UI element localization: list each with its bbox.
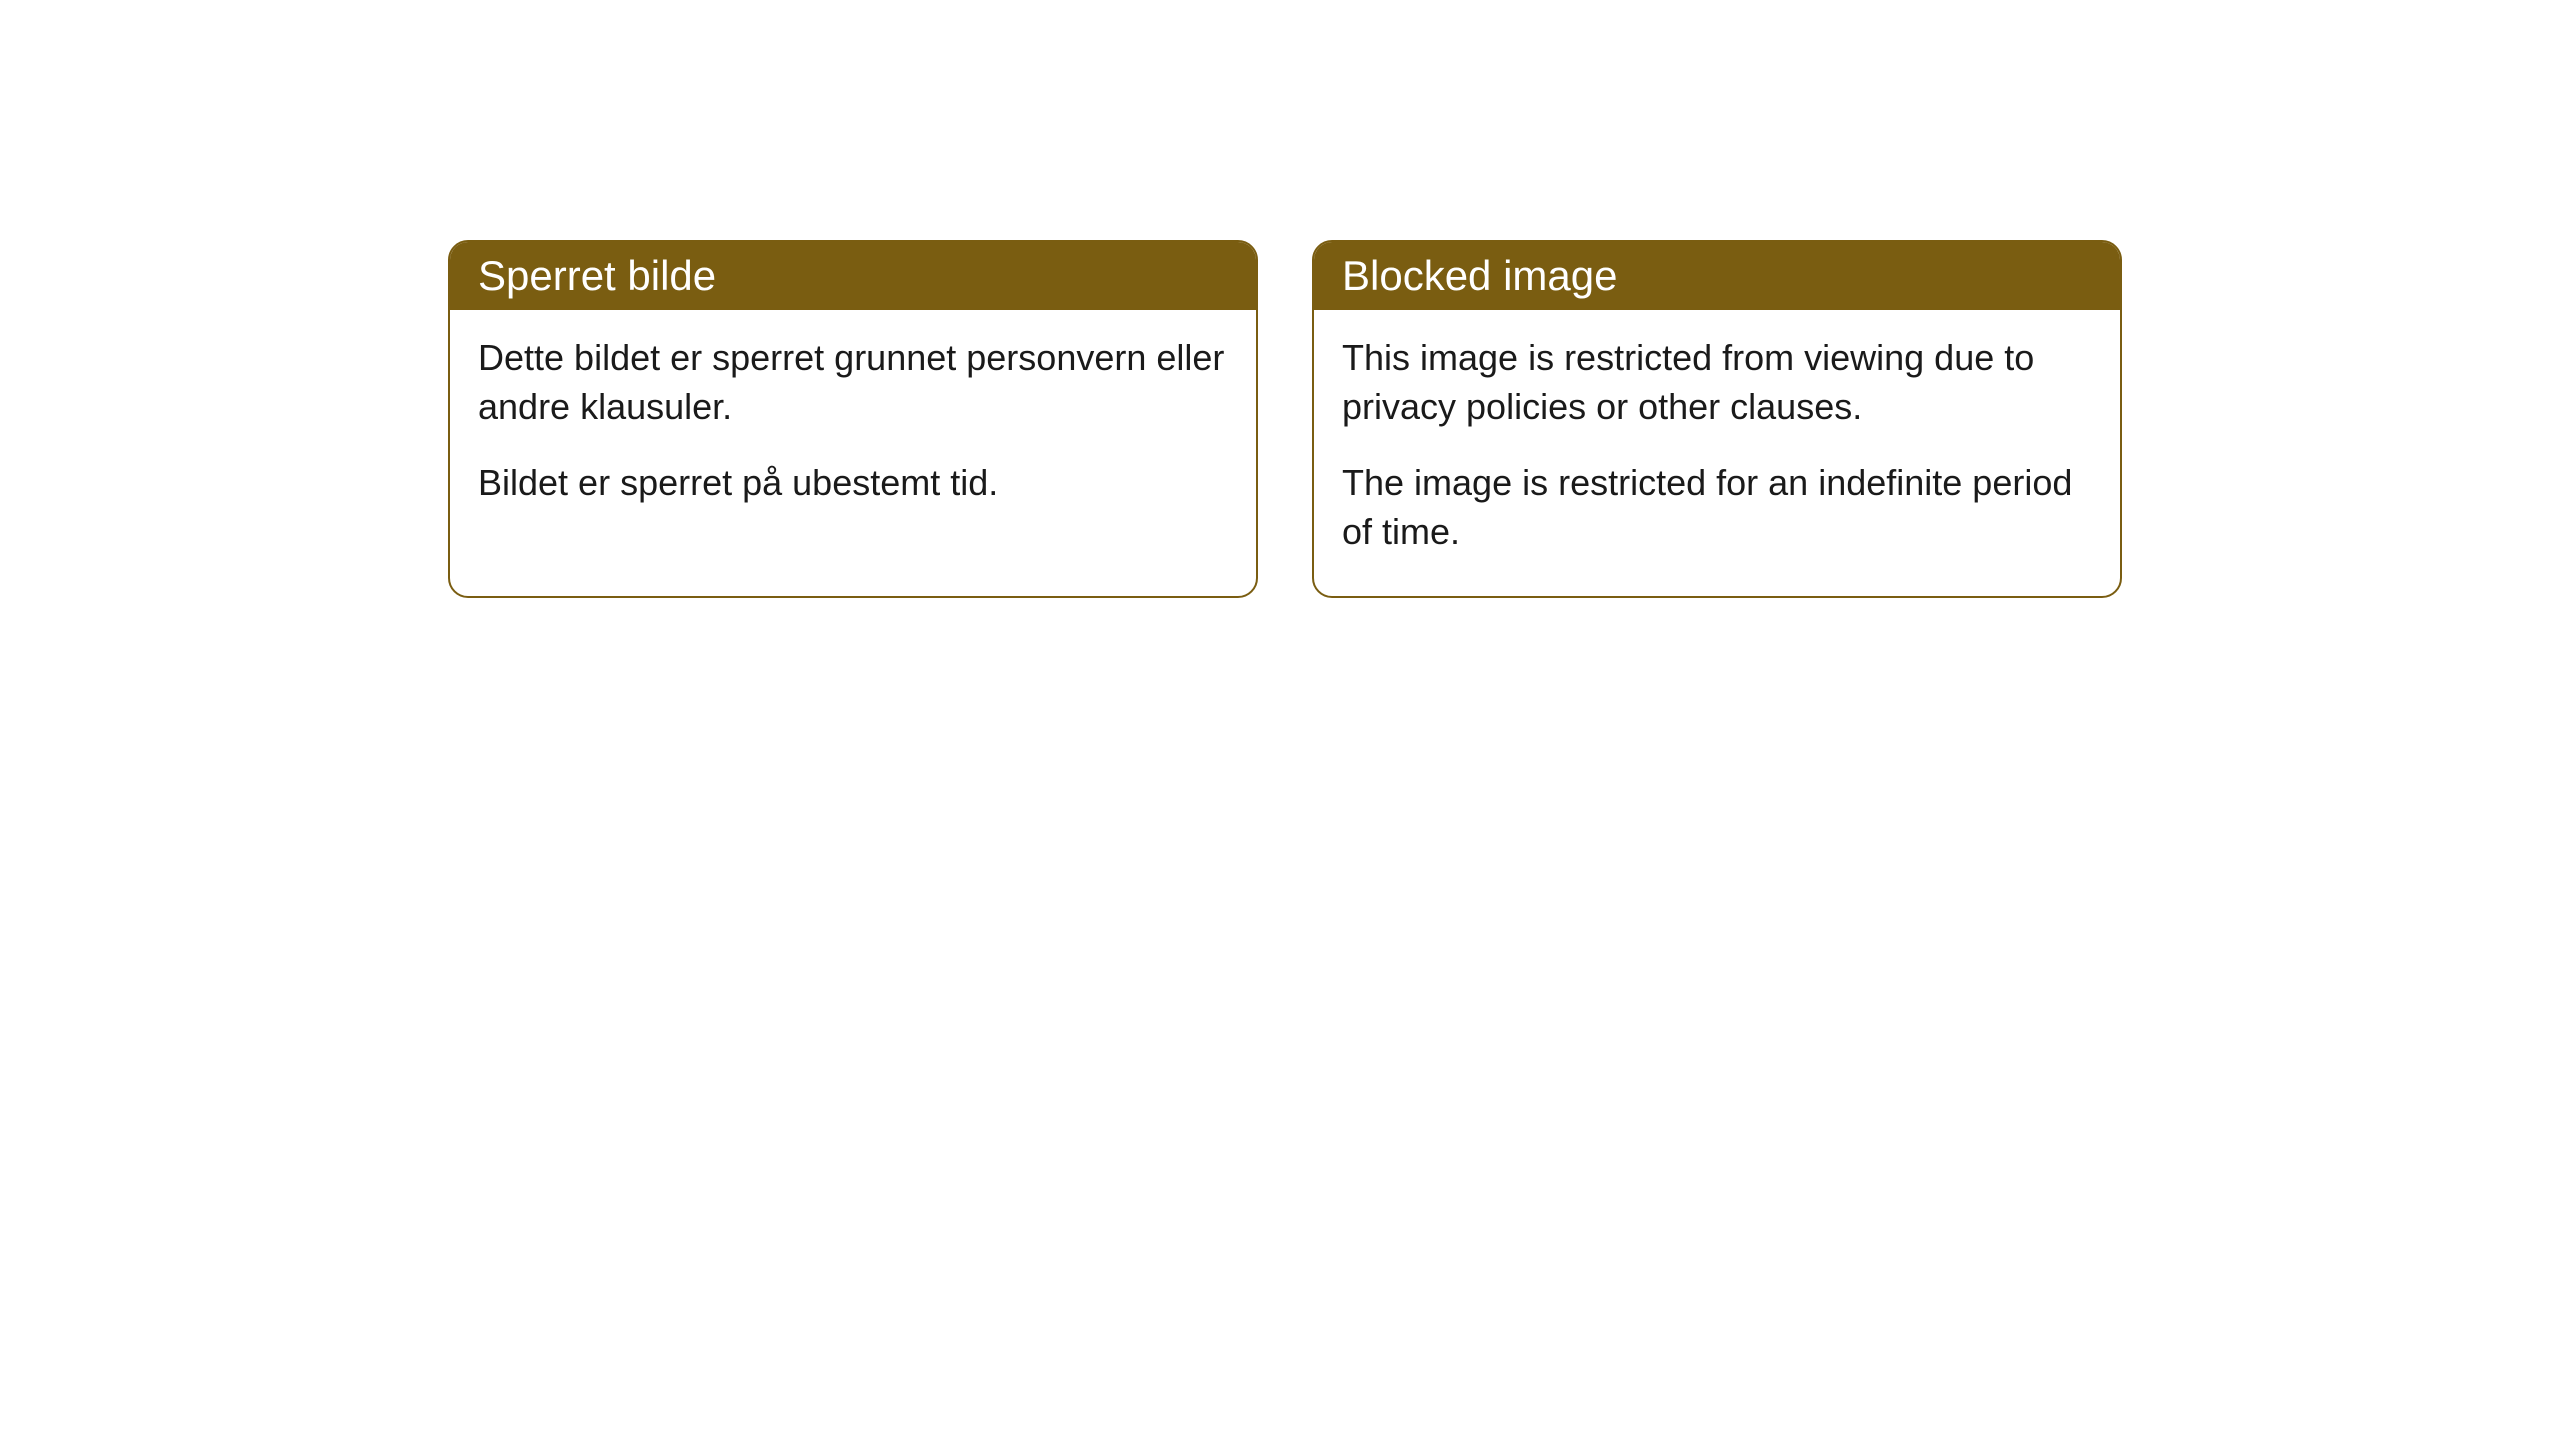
card-body: Dette bildet er sperret grunnet personve… [450,310,1256,548]
card-paragraph: Dette bildet er sperret grunnet personve… [478,334,1228,431]
card-paragraph: This image is restricted from viewing du… [1342,334,2092,431]
blocked-image-card-norwegian: Sperret bilde Dette bildet er sperret gr… [448,240,1258,598]
card-paragraph: Bildet er sperret på ubestemt tid. [478,459,1228,508]
card-paragraph: The image is restricted for an indefinit… [1342,459,2092,556]
card-body: This image is restricted from viewing du… [1314,310,2120,596]
card-header: Sperret bilde [450,242,1256,310]
blocked-image-card-english: Blocked image This image is restricted f… [1312,240,2122,598]
card-header: Blocked image [1314,242,2120,310]
card-title: Sperret bilde [478,252,716,299]
card-title: Blocked image [1342,252,1617,299]
card-container: Sperret bilde Dette bildet er sperret gr… [448,240,2122,598]
